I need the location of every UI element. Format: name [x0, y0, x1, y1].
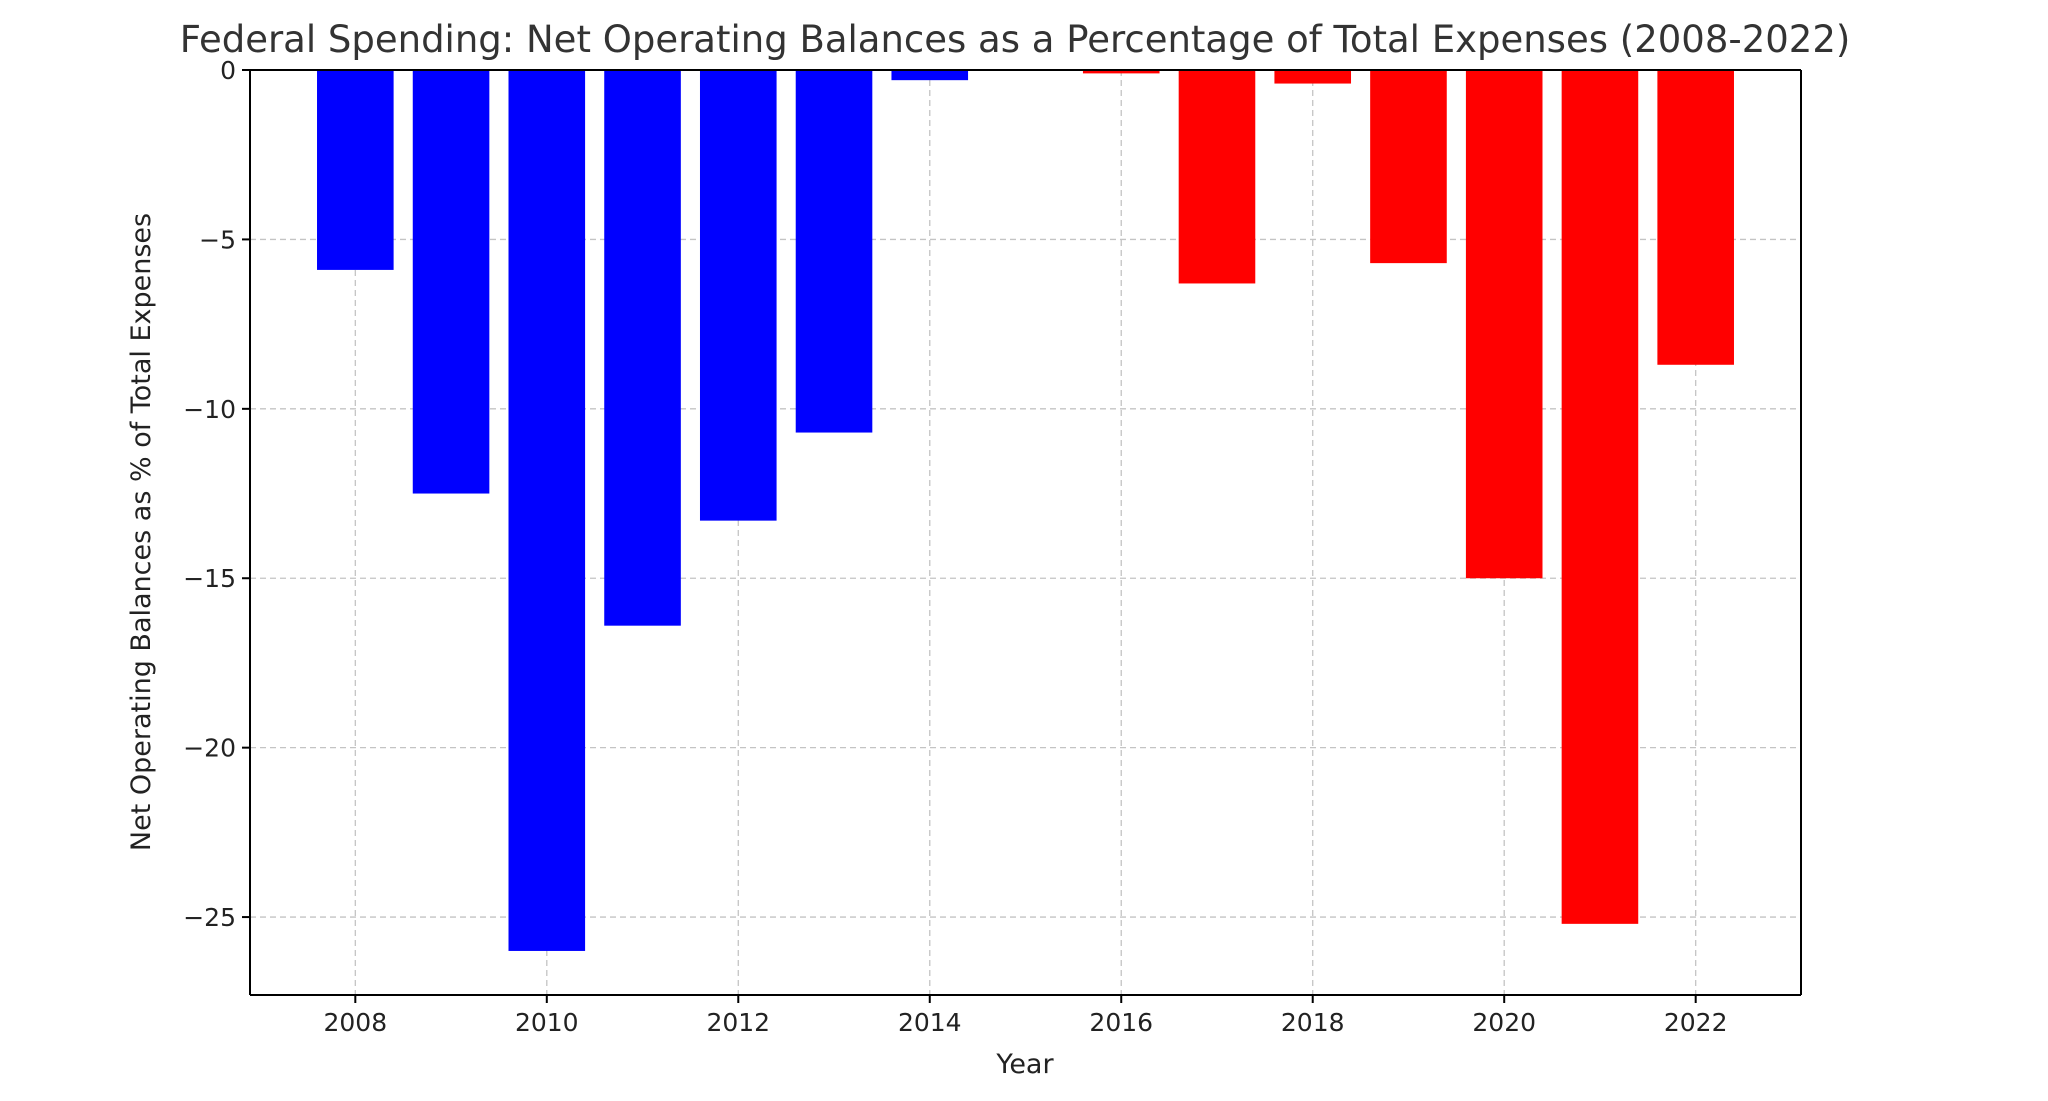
bar-2014: [891, 70, 969, 81]
y-ticks: 0 −5 −10 −15 −20 −25: [183, 56, 250, 932]
axes: [249, 69, 1802, 996]
x-tick-label-2014: 2014: [898, 1008, 962, 1037]
x-tick-label-2016: 2016: [1089, 1008, 1153, 1037]
bar-2022: [1657, 70, 1734, 365]
chart-title: Federal Spending: Net Operating Balances…: [180, 18, 1851, 61]
bar-2011: [604, 70, 681, 626]
x-tick-label-2010: 2010: [515, 1008, 579, 1037]
bar-2021: [1561, 70, 1639, 924]
x-axis-label: Year: [995, 1049, 1054, 1080]
y-tick-label-3: −15: [183, 564, 236, 593]
y-tick-label-1: −5: [199, 225, 236, 254]
bar-2012: [699, 70, 777, 521]
x-tick-label-2018: 2018: [1281, 1008, 1345, 1037]
bar-2008: [317, 70, 394, 270]
x-tick-label-2022: 2022: [1664, 1008, 1728, 1037]
bar-2018: [1274, 70, 1352, 84]
bar-2010: [508, 70, 586, 951]
x-tick-label-2008: 2008: [324, 1008, 388, 1037]
bar-2019: [1370, 70, 1447, 264]
x-tick-label-2020: 2020: [1472, 1008, 1536, 1037]
x-ticks: 2008 2010 2012 2014 2016 2018 2020 2022: [324, 995, 1728, 1037]
bar-2013: [795, 70, 873, 433]
bar-2016: [1082, 70, 1160, 74]
bar-2020: [1465, 70, 1543, 579]
bar-2017: [1178, 70, 1256, 284]
y-tick-label-2: −10: [183, 395, 236, 424]
y-axis-label: Net Operating Balances as % of Total Exp…: [126, 213, 157, 851]
bar-series: [317, 70, 1734, 951]
y-tick-label-5: −25: [183, 903, 236, 932]
y-tick-label-4: −20: [183, 734, 236, 763]
y-tick-label-0: 0: [220, 56, 236, 85]
bar-2009: [412, 70, 490, 494]
x-tick-label-2012: 2012: [706, 1008, 770, 1037]
